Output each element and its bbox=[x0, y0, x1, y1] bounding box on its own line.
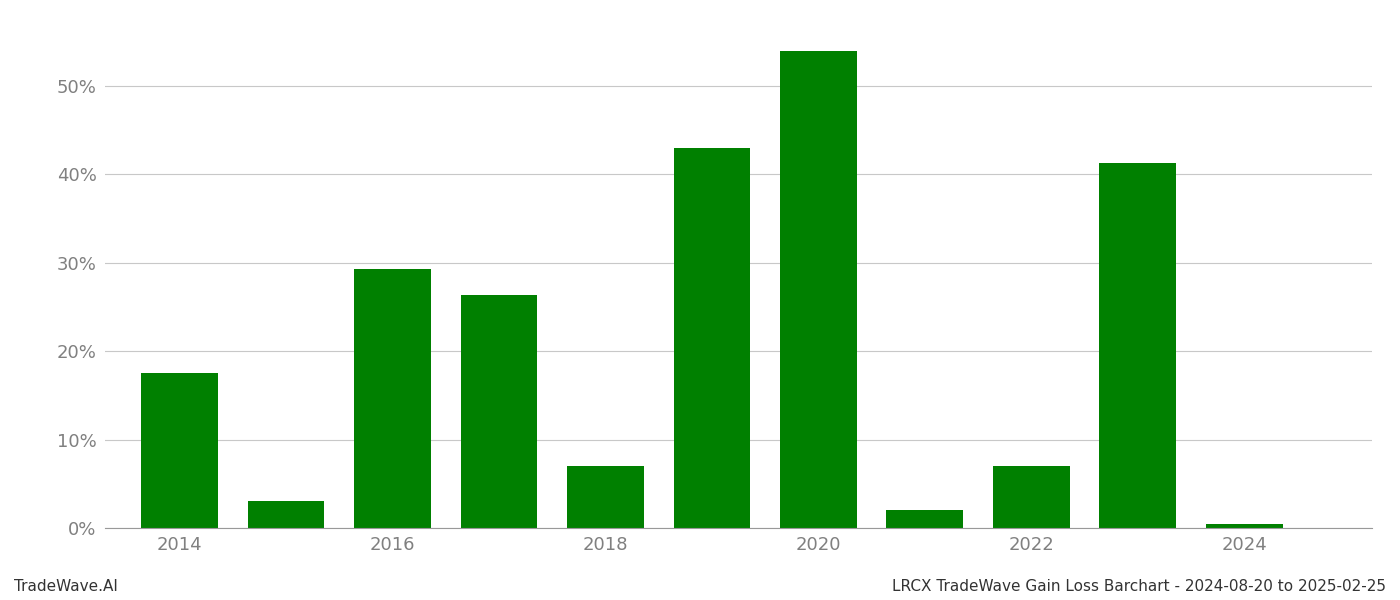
Bar bbox=[248, 502, 325, 528]
Bar bbox=[1205, 524, 1282, 528]
Bar bbox=[673, 148, 750, 528]
Text: LRCX TradeWave Gain Loss Barchart - 2024-08-20 to 2025-02-25: LRCX TradeWave Gain Loss Barchart - 2024… bbox=[892, 579, 1386, 594]
Bar bbox=[141, 373, 218, 528]
Bar bbox=[780, 50, 857, 528]
Bar bbox=[886, 511, 963, 528]
Bar bbox=[1099, 163, 1176, 528]
Bar bbox=[461, 295, 538, 528]
Bar bbox=[354, 269, 431, 528]
Bar bbox=[993, 466, 1070, 528]
Text: TradeWave.AI: TradeWave.AI bbox=[14, 579, 118, 594]
Bar bbox=[567, 466, 644, 528]
